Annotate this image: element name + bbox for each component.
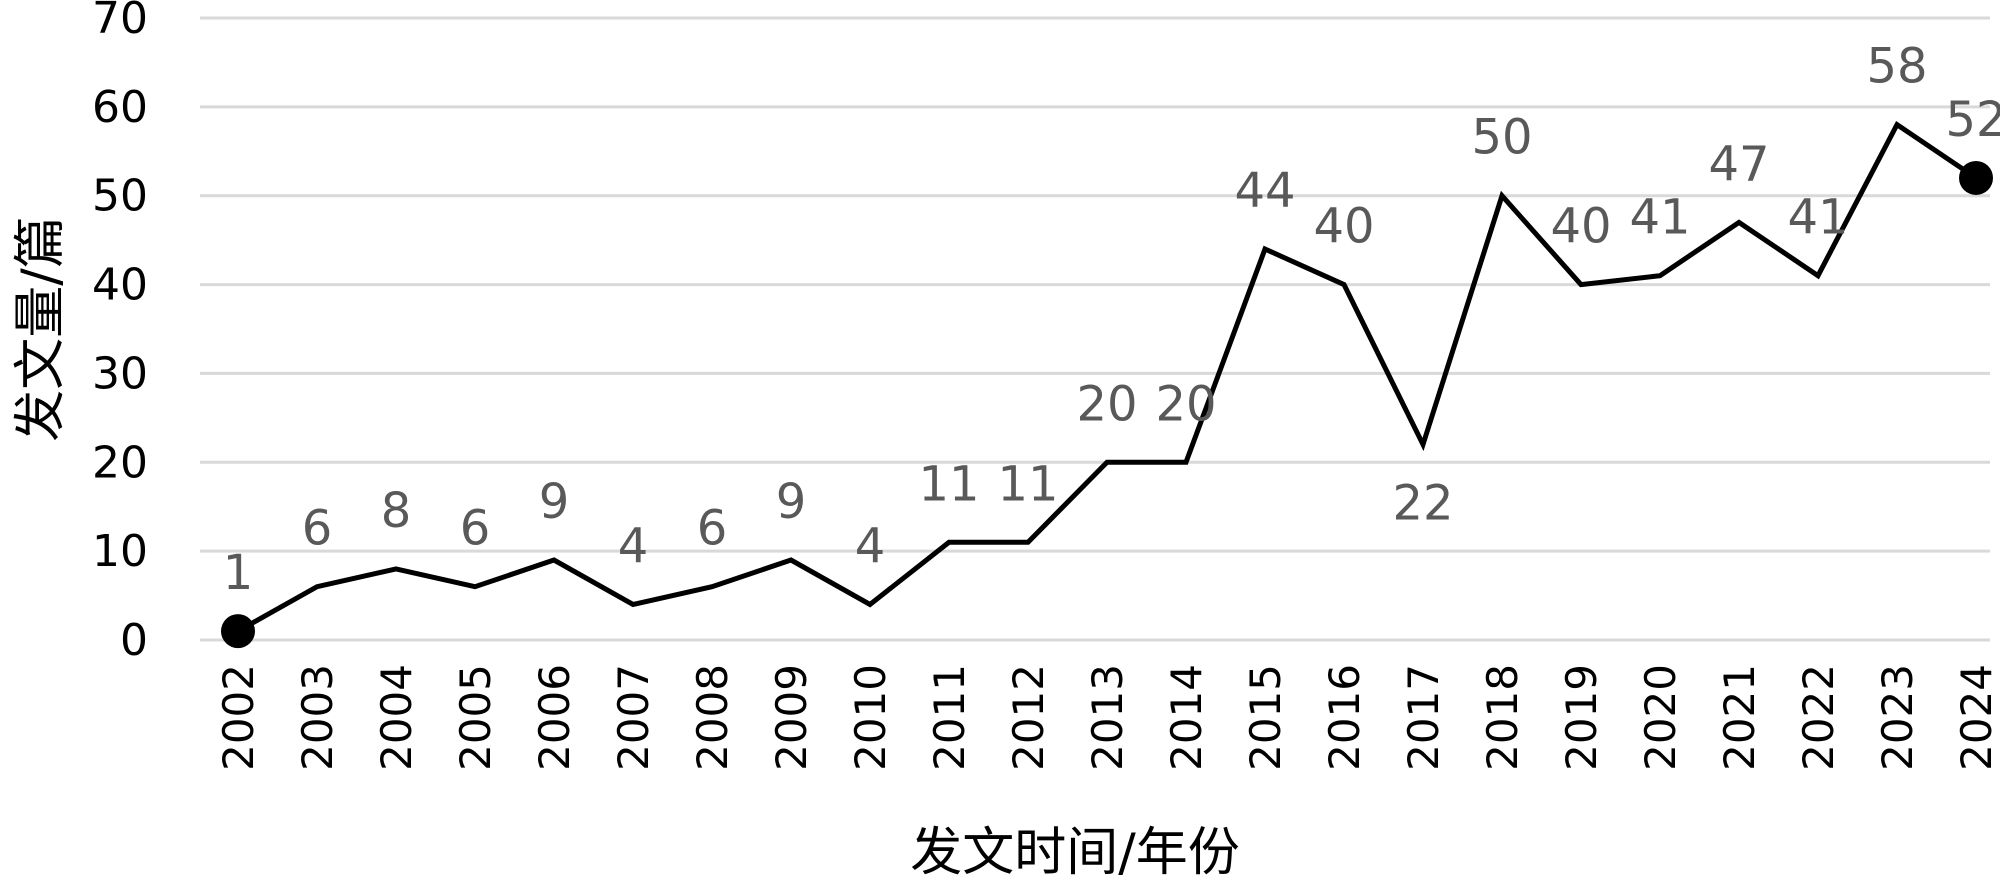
x-tick-label: 2016	[1320, 664, 1369, 771]
data-label: 50	[1471, 110, 1532, 166]
x-axis-ticks: 2002 2003 2004 2005 2006 2007 2008 2009 2010 2011…	[214, 664, 2000, 771]
y-tick-label: 0	[120, 615, 148, 666]
y-tick-label: 40	[92, 260, 148, 311]
x-tick-label: 2004	[372, 664, 421, 771]
x-tick-label: 2005	[451, 664, 500, 771]
x-axis-title: 发文时间/年份	[910, 823, 1240, 883]
data-label: 6	[302, 501, 333, 557]
data-label: 52	[1945, 92, 2000, 148]
x-tick-label: 2011	[925, 664, 974, 771]
series-line	[236, 120, 1978, 634]
data-label: 9	[539, 474, 570, 530]
data-point-marker	[221, 614, 255, 649]
y-axis-title: 发文量/篇	[11, 216, 71, 442]
y-tick-label: 20	[92, 437, 148, 488]
x-tick-label: 2013	[1083, 664, 1132, 771]
x-tick-label: 2003	[293, 664, 342, 771]
x-tick-label: 2021	[1715, 664, 1764, 771]
data-label: 6	[460, 501, 491, 557]
x-tick-label: 2020	[1636, 664, 1685, 771]
x-tick-label: 2014	[1162, 664, 1211, 771]
data-label: 8	[381, 483, 412, 539]
data-label: 6	[697, 501, 728, 557]
data-label: 20	[1076, 376, 1137, 432]
data-label: 22	[1392, 476, 1453, 532]
data-label: 41	[1787, 190, 1848, 246]
data-label: 41	[1629, 190, 1690, 246]
y-tick-label: 50	[92, 171, 148, 222]
data-label: 40	[1550, 199, 1611, 255]
gridlines	[200, 16, 1990, 642]
x-tick-label: 2018	[1478, 664, 1527, 771]
data-label: 11	[918, 456, 979, 512]
data-point-marker	[1959, 160, 1993, 195]
x-tick-label: 2010	[846, 664, 895, 771]
data-label: 47	[1708, 136, 1769, 192]
x-tick-label: 2012	[1004, 664, 1053, 771]
series	[221, 120, 1993, 649]
data-label: 11	[997, 456, 1058, 512]
x-tick-label: 2017	[1399, 664, 1448, 771]
x-tick-label: 2006	[530, 664, 579, 771]
data-label: 4	[618, 518, 649, 574]
y-tick-label: 10	[92, 526, 148, 577]
data-label: 40	[1313, 199, 1374, 255]
data-label: 44	[1234, 163, 1295, 219]
x-tick-label: 2009	[767, 664, 816, 771]
y-axis-ticks: 0 10 20 30 40 50 60 70	[92, 0, 148, 666]
x-tick-label: 2024	[1952, 664, 2000, 771]
x-tick-label: 2015	[1241, 664, 1290, 771]
y-tick-label: 30	[92, 348, 148, 399]
x-tick-label: 2019	[1557, 664, 1606, 771]
x-tick-label: 2007	[609, 664, 658, 771]
y-tick-label: 70	[92, 0, 148, 44]
x-tick-label: 2023	[1873, 664, 1922, 771]
data-label: 58	[1866, 39, 1927, 95]
data-label: 4	[855, 518, 886, 574]
data-label: 1	[223, 545, 254, 601]
data-label: 20	[1155, 376, 1216, 432]
x-tick-label: 2008	[688, 664, 737, 771]
x-tick-label: 2022	[1794, 664, 1843, 771]
x-tick-label: 2002	[214, 664, 263, 771]
data-label: 9	[776, 474, 807, 530]
y-tick-label: 60	[92, 82, 148, 133]
